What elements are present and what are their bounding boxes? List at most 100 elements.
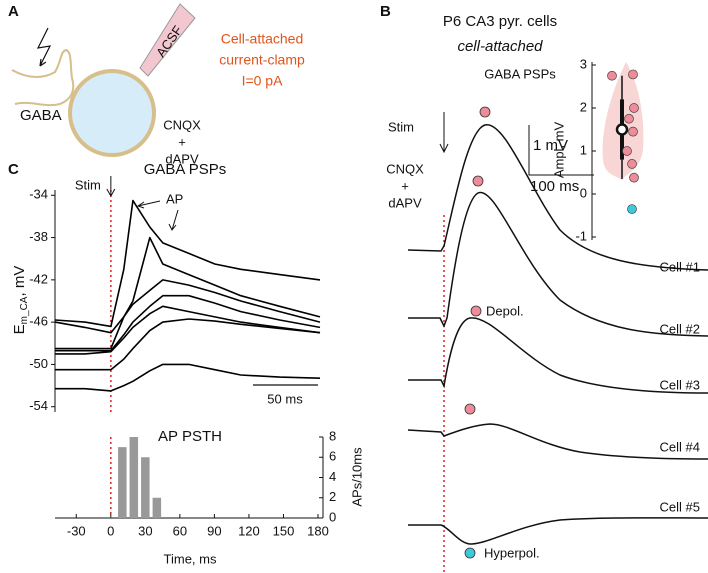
stim-label: Stim bbox=[75, 177, 101, 192]
point bbox=[622, 146, 632, 156]
x-axis-label: Time, ms bbox=[164, 551, 217, 566]
y-tick-label: 6 bbox=[329, 449, 336, 464]
trace bbox=[408, 517, 708, 545]
scale-bar bbox=[528, 125, 594, 176]
bar bbox=[141, 457, 150, 518]
x-tick-label: 180 bbox=[307, 523, 329, 538]
hyperpol-label: Hyperpol. bbox=[484, 545, 540, 560]
ap-arrow bbox=[136, 200, 179, 231]
point bbox=[628, 69, 638, 80]
panel-label: C bbox=[8, 161, 19, 178]
y-tick-label: 4 bbox=[329, 469, 336, 484]
y-tick-label: 3 bbox=[580, 56, 587, 71]
y-tick-label: -42 bbox=[29, 271, 48, 286]
y-label-main: E bbox=[11, 324, 28, 334]
point bbox=[629, 172, 639, 183]
x-tick-label: 120 bbox=[238, 523, 260, 538]
bar bbox=[118, 447, 127, 518]
drug-label: dAPV bbox=[388, 195, 422, 210]
scale-label: 50 ms bbox=[267, 391, 303, 406]
x-tick-label: 90 bbox=[207, 523, 221, 538]
y-tick-label: 0 bbox=[580, 185, 587, 200]
cell-label: Cell #5 bbox=[660, 499, 700, 514]
point bbox=[624, 113, 634, 124]
bar bbox=[152, 497, 162, 518]
point bbox=[629, 103, 639, 113]
x-tick-label: -30 bbox=[67, 523, 86, 538]
trace bbox=[407, 124, 708, 271]
drug-label: CNQX bbox=[386, 161, 424, 176]
y-label-unit: , mV bbox=[11, 266, 28, 297]
recording-label: Cell-attached bbox=[221, 31, 304, 47]
trace bbox=[54, 199, 321, 328]
cell-label: Cell #1 bbox=[660, 259, 700, 274]
stimulus-icon bbox=[36, 27, 52, 67]
stim-arrow bbox=[106, 176, 116, 198]
drug-label: CNQX bbox=[163, 117, 201, 132]
y-tick-label: -34 bbox=[29, 187, 48, 202]
y-axis-label: Em_CA, mV bbox=[11, 266, 30, 335]
gaba-neuron bbox=[11, 48, 75, 107]
trace bbox=[55, 305, 321, 355]
point bbox=[628, 126, 638, 137]
stim-arrow bbox=[439, 112, 449, 154]
y-tick-label: 0 bbox=[329, 509, 336, 524]
panel-title: P6 CA3 pyr. cells bbox=[443, 13, 557, 30]
point bbox=[607, 70, 617, 81]
x-tick-label: 0 bbox=[107, 523, 114, 538]
trace-title: GABA PSPs bbox=[484, 66, 556, 81]
trace bbox=[408, 317, 708, 394]
stim-label: Stim bbox=[388, 119, 414, 134]
point bbox=[627, 159, 637, 169]
drug-label: + bbox=[178, 134, 186, 149]
trace bbox=[54, 279, 321, 334]
y-tick-label: -38 bbox=[29, 229, 48, 244]
y-tick-label: -46 bbox=[29, 314, 48, 329]
x-tick-label: 60 bbox=[173, 523, 187, 538]
chart-title: AP PSTH bbox=[158, 428, 222, 445]
recording-label: I=0 pA bbox=[242, 73, 284, 89]
trace bbox=[408, 191, 708, 337]
bar bbox=[129, 437, 139, 518]
cell-label: Cell #3 bbox=[660, 377, 700, 392]
y-label-sub: m_CA bbox=[19, 296, 30, 324]
chart-title: GABA PSPs bbox=[144, 161, 227, 178]
peak-marker bbox=[464, 403, 476, 415]
scale-label: 100 ms bbox=[530, 178, 579, 195]
peak-marker bbox=[470, 305, 482, 317]
peak-marker bbox=[472, 175, 484, 187]
x-tick-label: 30 bbox=[138, 523, 152, 538]
drug-label: dAPV bbox=[165, 151, 199, 166]
trace bbox=[55, 236, 321, 350]
point bbox=[627, 204, 637, 214]
drug-label: + bbox=[401, 178, 409, 193]
y-tick-label: -50 bbox=[29, 356, 48, 371]
cell-label: Cell #2 bbox=[660, 321, 700, 336]
pipette bbox=[139, 3, 196, 77]
scale-label: 1 mV bbox=[533, 137, 568, 154]
depol-label: Depol. bbox=[486, 303, 524, 318]
y-tick-label: 8 bbox=[329, 428, 336, 443]
trace bbox=[407, 423, 708, 460]
trace bbox=[55, 294, 321, 352]
panel-label: B bbox=[380, 3, 391, 20]
peak-marker bbox=[479, 106, 491, 118]
cell-label: Cell #4 bbox=[660, 439, 700, 454]
median bbox=[615, 123, 629, 136]
trough-marker bbox=[464, 547, 476, 559]
x-tick-label: 150 bbox=[273, 523, 295, 538]
y-tick-label: 1 bbox=[580, 142, 587, 157]
y-axis-label: APs/10ms bbox=[349, 447, 364, 507]
trace bbox=[55, 318, 321, 371]
y-tick-label: 2 bbox=[580, 99, 587, 114]
y-tick-label: -54 bbox=[29, 398, 48, 413]
y-axis-label: Ampl, mV bbox=[551, 122, 566, 179]
trace bbox=[55, 363, 321, 392]
cell bbox=[68, 69, 156, 157]
y-tick-label: 2 bbox=[329, 489, 336, 504]
ap-label: AP bbox=[166, 191, 183, 206]
y-tick-label: -1 bbox=[575, 228, 587, 243]
recording-label: current-clamp bbox=[219, 52, 305, 68]
